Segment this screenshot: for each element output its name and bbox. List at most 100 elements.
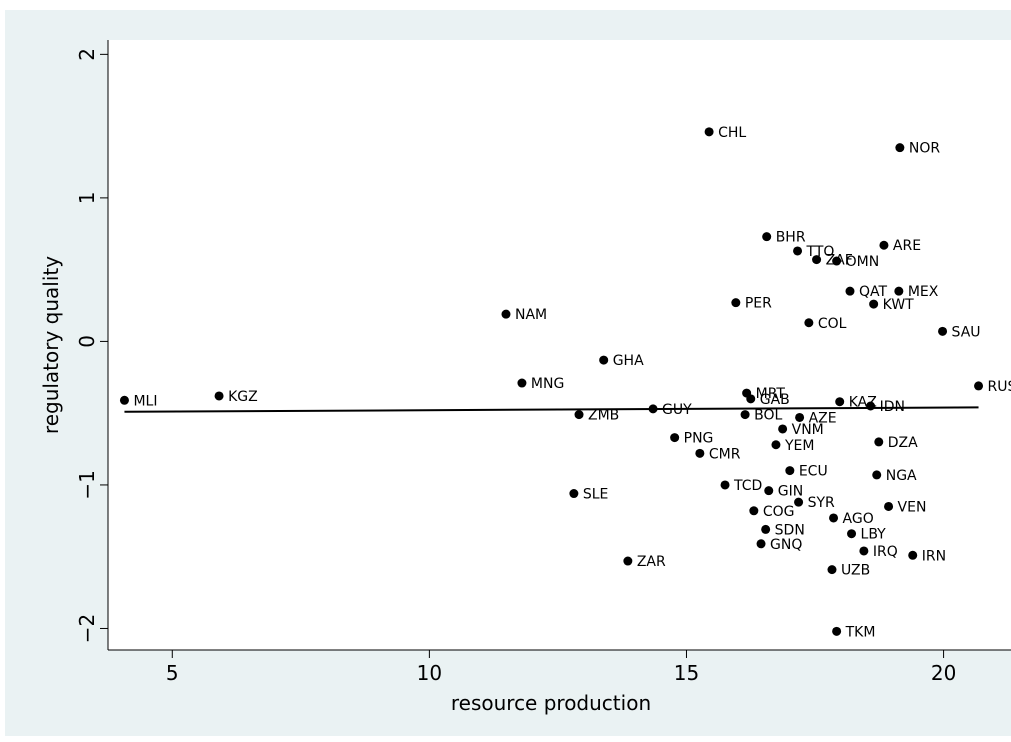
point [827, 565, 837, 575]
point [874, 437, 884, 447]
point-label: GAB [760, 392, 790, 408]
point-label: VEN [898, 499, 927, 515]
point-label: PNG [684, 431, 714, 447]
x-tick-label: 10 [417, 661, 442, 685]
point [785, 466, 795, 476]
point-label: OMN [846, 254, 880, 270]
point [794, 497, 804, 507]
point [740, 410, 750, 420]
point-label: TTO [806, 244, 835, 260]
point-label: GUY [662, 402, 692, 418]
point-label: NGA [886, 468, 917, 484]
point [845, 286, 855, 296]
point-label: MRT [756, 386, 786, 402]
point [812, 255, 822, 265]
point [866, 401, 876, 411]
point-label: QAT [859, 284, 888, 300]
point [894, 286, 904, 296]
point-label: AZE [809, 410, 837, 426]
point [704, 127, 714, 137]
point-label: MEX [908, 284, 939, 300]
point [938, 326, 948, 336]
point-label: PER [745, 296, 772, 312]
point [895, 143, 905, 153]
point [771, 440, 781, 450]
point [762, 232, 772, 242]
point-label: SYR [808, 495, 835, 511]
point [804, 318, 814, 328]
y-tick-label: 1 [75, 192, 99, 205]
point [214, 391, 224, 401]
point-label: KGZ [228, 389, 258, 405]
y-axis-title: regulatory quality [39, 256, 63, 434]
point-label: UZB [841, 563, 870, 579]
point-label: CHL [718, 125, 746, 141]
point [756, 539, 766, 549]
y-tick-label: −2 [75, 614, 99, 643]
point-label: NOR [909, 141, 940, 157]
point [835, 397, 845, 407]
point-label: GNQ [770, 537, 802, 553]
point-label: IRN [922, 548, 946, 564]
x-axis-title: resource production [451, 691, 651, 715]
point [720, 480, 730, 490]
point [517, 378, 527, 388]
point [731, 298, 741, 308]
point [879, 240, 889, 250]
point [778, 424, 788, 434]
point-label: NAM [515, 307, 547, 323]
point-label: TCD [733, 478, 762, 494]
point-label: ZMB [588, 408, 619, 424]
point-label: YEM [784, 438, 814, 454]
point [501, 309, 511, 319]
x-tick-label: 15 [674, 661, 699, 685]
point [623, 556, 633, 566]
point-label: AGO [843, 511, 874, 527]
point-label: SAU [952, 324, 981, 340]
point [569, 489, 579, 499]
point-label: SLE [583, 487, 609, 503]
point [648, 404, 658, 414]
y-tick-label: 0 [75, 335, 99, 348]
point-label: IRQ [873, 544, 898, 560]
point-label: SDN [775, 522, 805, 538]
point-label: COG [763, 504, 795, 520]
point [829, 513, 839, 523]
point [908, 550, 918, 560]
point-label: BHR [776, 230, 806, 246]
point [599, 355, 609, 365]
point [119, 395, 129, 405]
point-label: ZAR [637, 554, 666, 570]
point [847, 529, 857, 539]
point-label: RUS [988, 379, 1011, 395]
point [832, 626, 842, 636]
point [746, 394, 756, 404]
point [859, 546, 869, 556]
point [869, 299, 879, 309]
point-label: LBY [861, 527, 887, 543]
point-label: ARE [893, 238, 921, 254]
point-label: TKM [845, 624, 876, 640]
point [749, 506, 759, 516]
point [764, 486, 774, 496]
point [884, 501, 894, 511]
point [574, 410, 584, 420]
y-tick-label: 2 [75, 48, 99, 61]
point-label: GIN [778, 484, 803, 500]
point [670, 433, 680, 443]
point-label: DZA [888, 435, 918, 451]
point [832, 256, 842, 266]
x-tick-label: 20 [931, 661, 956, 685]
point-label: KWT [883, 297, 915, 313]
point-label: VNM [792, 422, 824, 438]
point [793, 246, 803, 256]
point-label: BOL [754, 408, 782, 424]
point [795, 412, 805, 422]
point-label: MLI [133, 393, 157, 409]
point-label: COL [818, 316, 847, 332]
point-label: GHA [613, 353, 644, 369]
x-tick-label: 5 [166, 661, 179, 685]
point-label: IDN [880, 399, 905, 415]
point [872, 470, 882, 480]
